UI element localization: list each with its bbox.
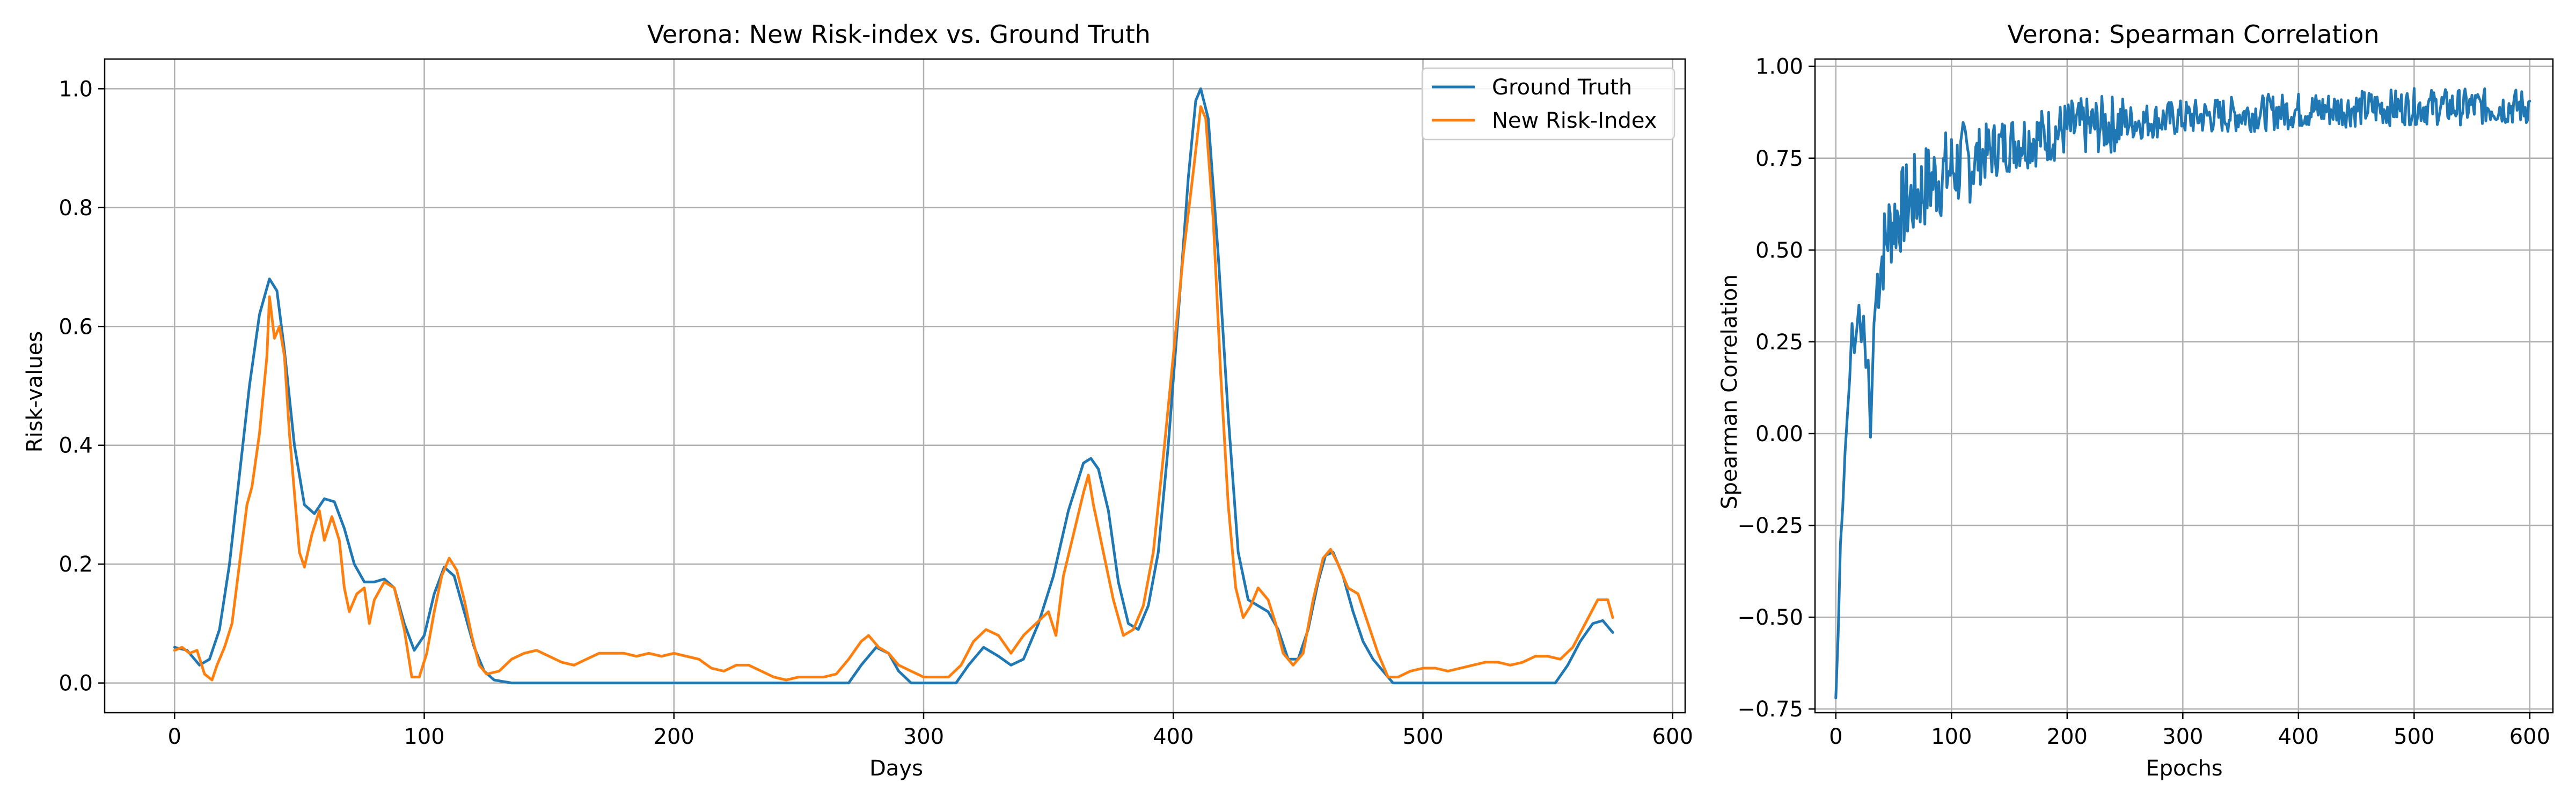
left-series-layer: [173, 87, 1614, 685]
left-x-axis-label: Days: [869, 756, 923, 781]
right-plot-frame: [1814, 58, 2554, 714]
left-series-line-new-risk-index: [173, 105, 1614, 682]
right-x-axis-label: Epochs: [2146, 756, 2222, 781]
right-y-tick-label: 0.00: [1755, 422, 1803, 447]
left-y-tick-label: 0.6: [58, 314, 93, 339]
right-chart: Verona: Spearman Correlation 0 100 200 300 4…: [1717, 20, 2554, 781]
right-series-line-spearman: [1834, 87, 2531, 700]
right-y-tick-label: 0.25: [1755, 330, 1803, 355]
right-y-tick-label: 0.75: [1755, 147, 1803, 171]
right-y-tick-label: −0.25: [1737, 514, 1803, 538]
left-y-tick-label: 1.0: [58, 77, 93, 101]
right-x-tick-label: 100: [1931, 724, 1972, 749]
left-y-tick-label: 0.8: [58, 196, 93, 221]
right-x-tick-label: 0: [1829, 724, 1842, 749]
right-x-tick-label: 500: [2394, 724, 2434, 749]
right-x-tick-label: 400: [2278, 724, 2319, 749]
left-x-ticks: 0 100 200 300 400 500 600: [168, 713, 1693, 749]
right-series-layer: [1834, 87, 2531, 700]
left-x-tick-label: 500: [1402, 724, 1443, 749]
legend-label-ground-truth: Ground Truth: [1492, 75, 1632, 100]
left-y-ticks: 0.0 0.2 0.4 0.6 0.8 1.0: [58, 77, 105, 696]
right-y-tick-label: −0.50: [1737, 605, 1803, 630]
legend-label-new-risk-index: New Risk-Index: [1492, 108, 1657, 133]
right-chart-title: Verona: Spearman Correlation: [2007, 20, 2379, 49]
right-x-tick-label: 300: [2162, 724, 2203, 749]
left-x-tick-label: 0: [168, 724, 181, 749]
left-y-tick-label: 0.2: [58, 552, 93, 577]
left-chart: Verona: New Risk-index vs. Ground Truth …: [23, 20, 1693, 781]
left-x-tick-label: 600: [1652, 724, 1693, 749]
right-y-axis-label: Spearman Correlation: [1717, 274, 1742, 509]
legend-box: [1421, 67, 1675, 141]
right-x-ticks: 0 100 200 300 400 500 600: [1829, 713, 2550, 749]
right-y-tick-label: 1.00: [1755, 55, 1803, 79]
left-x-tick-label: 100: [404, 724, 444, 749]
left-x-tick-label: 300: [903, 724, 944, 749]
right-y-tick-label: 0.50: [1755, 238, 1803, 263]
right-x-tick-label: 600: [2509, 724, 2550, 749]
right-y-tick-label: −0.75: [1737, 697, 1803, 722]
left-x-tick-label: 400: [1153, 724, 1194, 749]
left-chart-title: Verona: New Risk-index vs. Ground Truth: [647, 20, 1151, 49]
left-plot-frame: [104, 58, 1686, 714]
left-y-tick-label: 0.4: [58, 434, 93, 458]
right-y-ticks: −0.75 −0.50 −0.25 0.00 0.25 0.50 0.75 1.00: [1737, 55, 1815, 722]
right-x-tick-label: 200: [2047, 724, 2088, 749]
left-y-axis-label: Risk-values: [23, 331, 47, 452]
left-x-tick-label: 200: [654, 724, 694, 749]
right-grid: [1815, 59, 2553, 713]
left-y-tick-label: 0.0: [58, 671, 93, 696]
legend: Ground Truth New Risk-Index: [1421, 67, 1675, 141]
